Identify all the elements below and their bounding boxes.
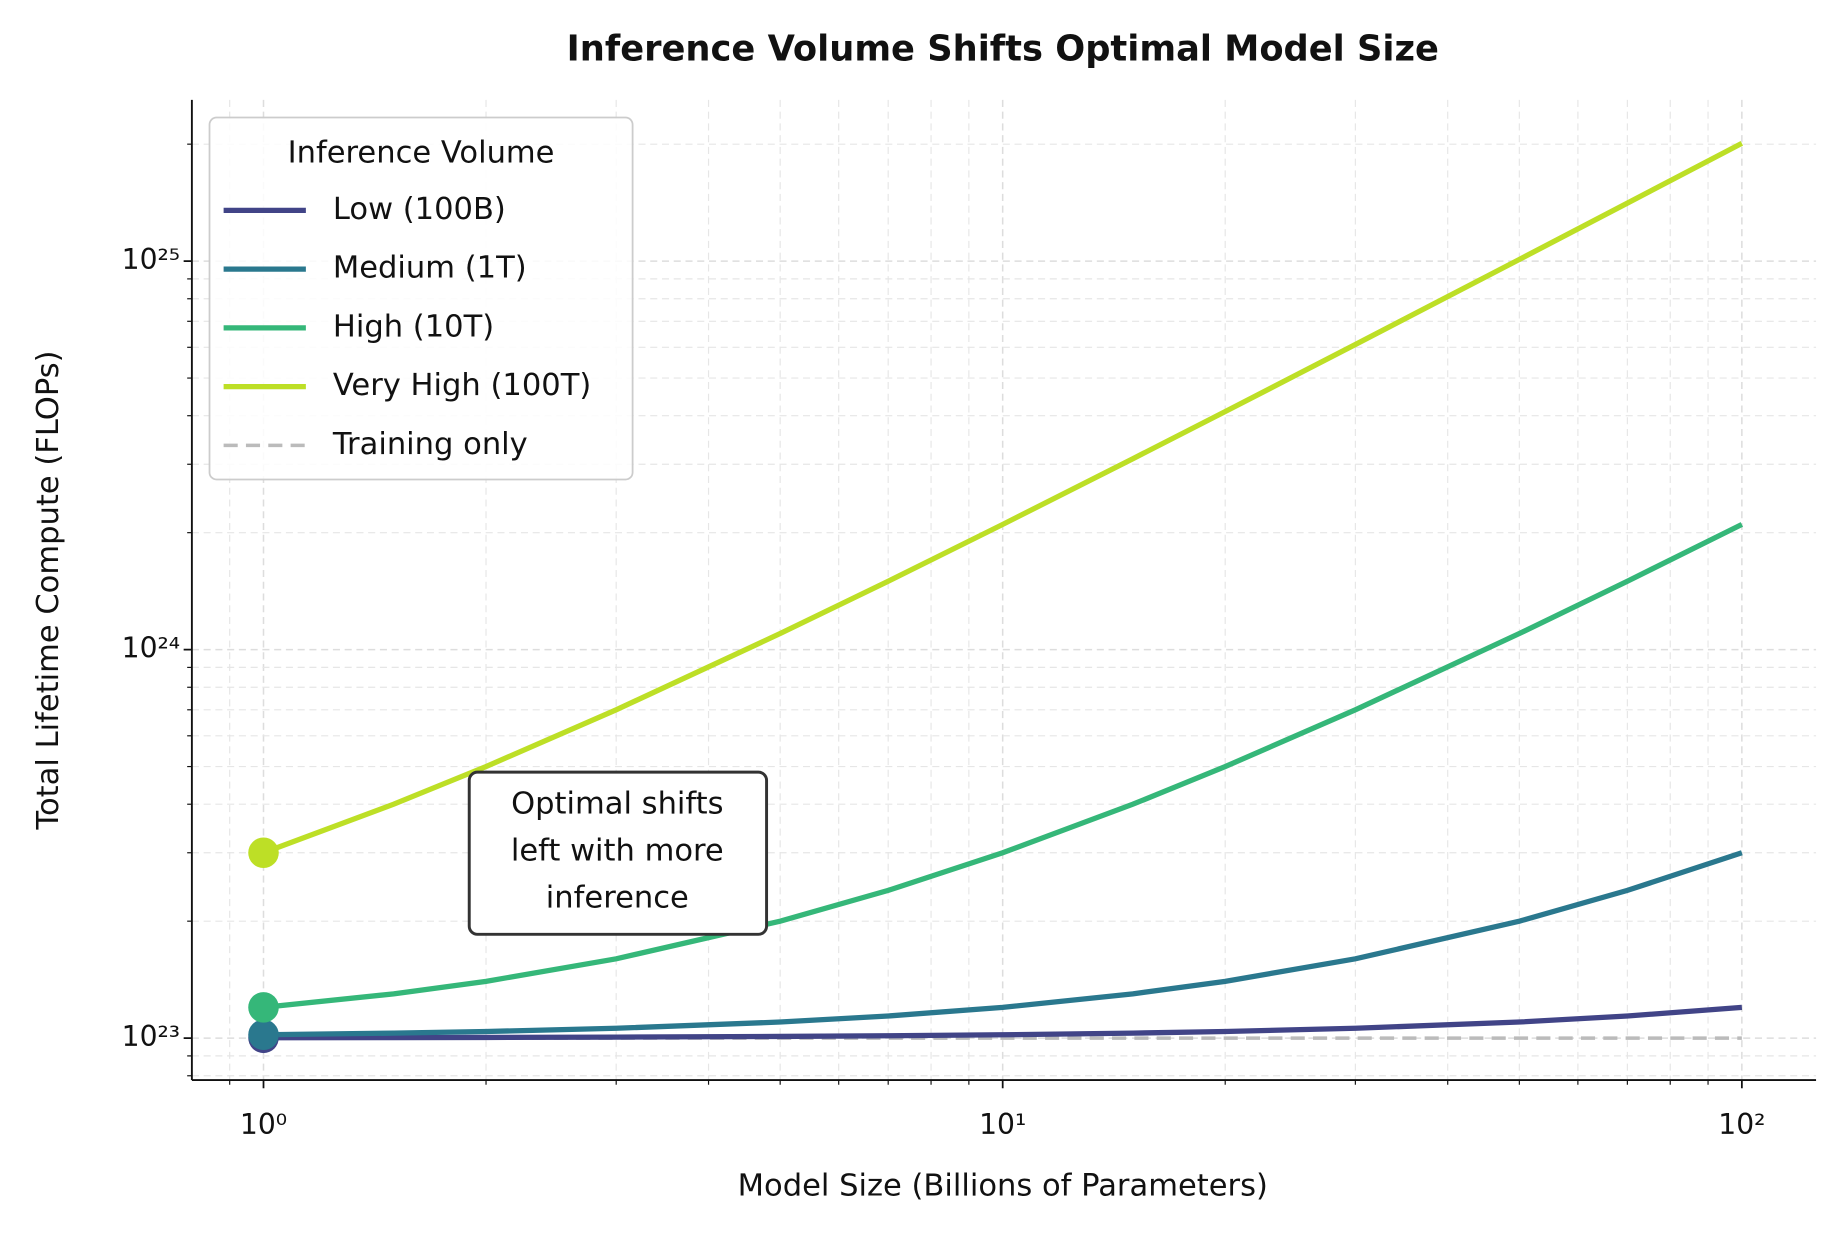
series-line [263,850,1743,1038]
series-marker [248,992,279,1023]
legend-label: High (10T) [333,309,494,344]
legend: Inference Volume Low (100B) Medium (1T) Hi… [208,116,634,481]
legend-label: Low (100B) [333,192,506,227]
x-axis-label: Model Size (Billions of Parameters) [738,1168,1268,1203]
plot-area [248,140,1744,1054]
legend-label: Medium (1T) [333,251,527,286]
annotation-line: inference [546,881,689,916]
legend-title: Inference Volume [288,135,555,170]
series-marker [248,1019,279,1051]
annotation-box [467,770,769,936]
y-tick-label: 10²⁵ [122,243,180,276]
chart-title: Inference Volume Shifts Optimal Model Si… [567,29,1439,70]
series-line [263,522,1744,1010]
y-tick-label: 10²³ [122,1020,180,1053]
x-tick-label: 10⁰ [240,1108,287,1141]
ticks: 10⁰ 10¹ 10² 10²³ 10²⁴ 10²⁵ [122,143,1765,1141]
legend-label: Training only [332,427,528,462]
annotation-line: Optimal shifts [511,787,723,822]
series-marker [248,837,279,869]
x-tick-label: 10² [1718,1108,1765,1141]
legend-label: Very High (100T) [333,368,591,403]
series-line [263,1004,1743,1041]
x-tick-label: 10¹ [979,1108,1026,1141]
legend-box [208,116,634,481]
series-line [262,140,1744,856]
y-tick-label: 10²⁴ [122,632,180,665]
y-axis-label: Total Lifetime Compute (FLOPs) [31,350,66,830]
annotation-line: left with more [511,834,724,869]
annotation: Optimal shifts left with more inference [467,770,769,936]
